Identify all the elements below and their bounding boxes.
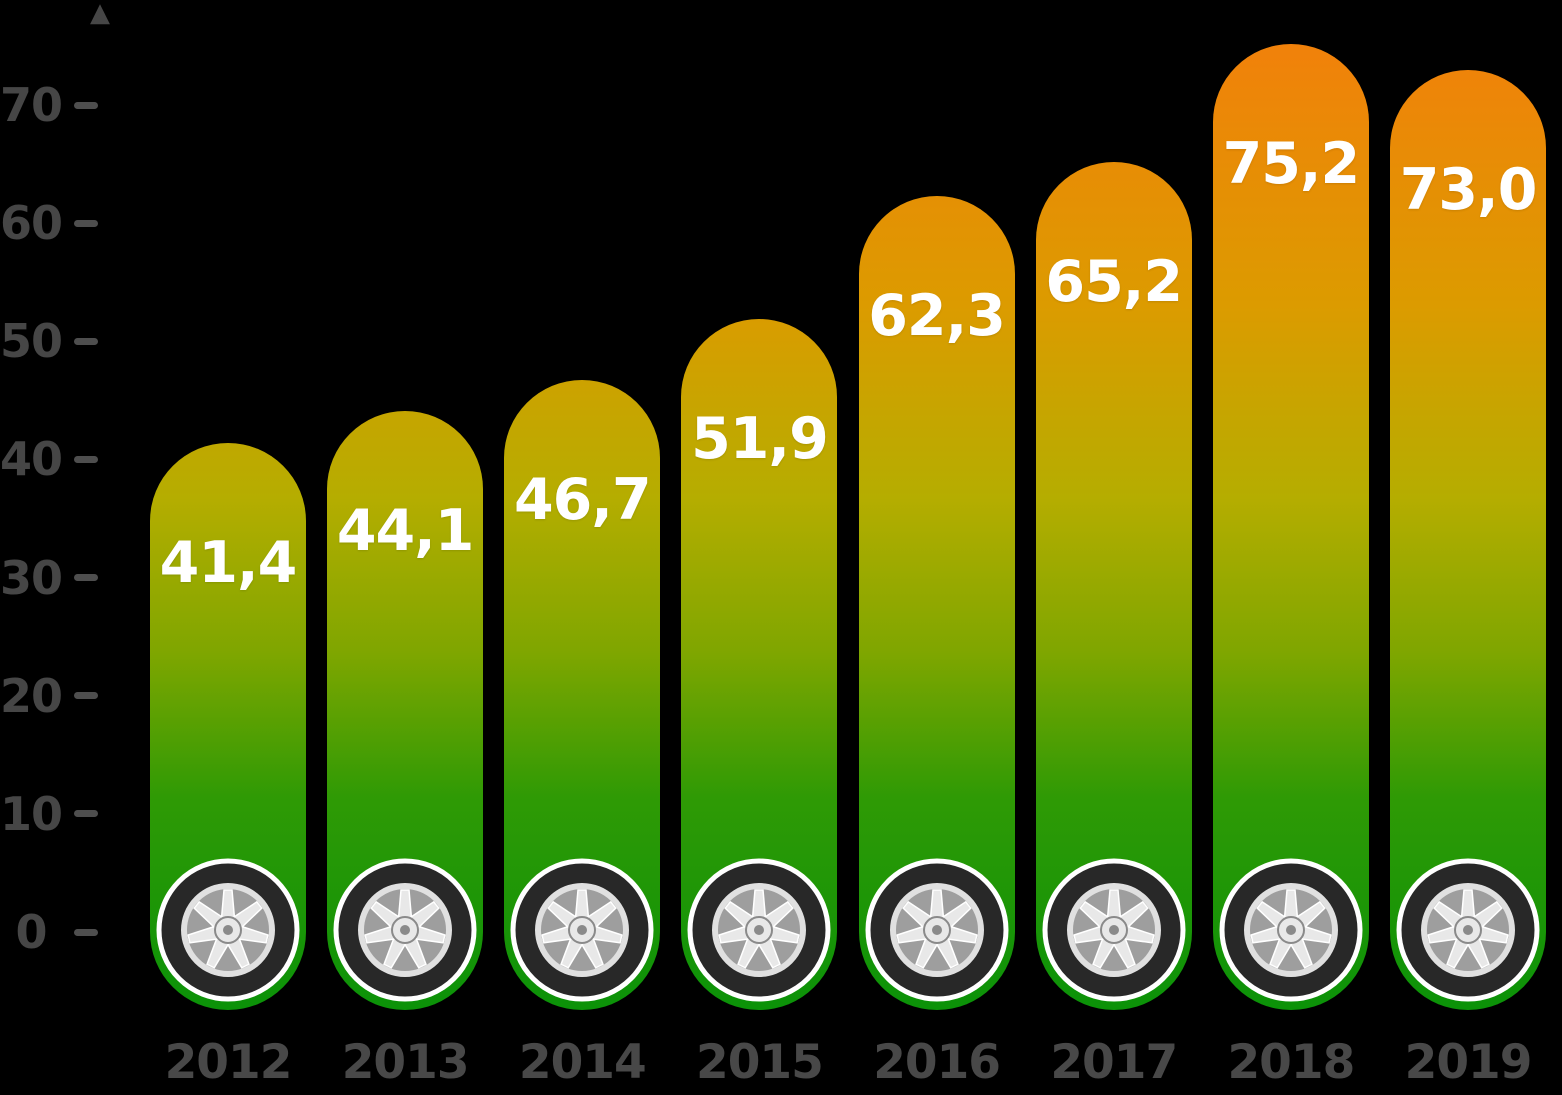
bar-gradient-fill <box>1390 69 1547 1010</box>
x-axis-year-label: 2016 <box>873 1035 1001 1090</box>
tire-wheel-icon <box>333 858 477 1002</box>
x-axis-year-label: 2013 <box>341 1035 470 1090</box>
tire-wheel-icon <box>510 858 654 1002</box>
y-tick-label: 50 <box>0 314 63 369</box>
x-axis-year-label: 2015 <box>696 1035 824 1090</box>
y-tick-dash <box>74 337 98 345</box>
bar-value-label: 44,1 <box>336 497 475 564</box>
bar-wheel <box>330 855 480 1009</box>
y-tick-label: 40 <box>0 432 63 487</box>
y-tick-label: 30 <box>0 550 63 605</box>
y-tick-dash <box>74 574 98 582</box>
bar-value-label: 75,2 <box>1222 130 1361 197</box>
tire-wheel-icon <box>1219 858 1363 1002</box>
y-axis-arrow-icon: ▲ <box>90 0 110 28</box>
bar-2013: 44,1 <box>327 410 484 1010</box>
y-tick-label: 60 <box>0 196 63 251</box>
bar-value-label: 62,3 <box>868 282 1006 349</box>
bar-value-label: 73,0 <box>1399 156 1538 223</box>
y-tick-label: 70 <box>0 78 63 132</box>
x-axis-year-label: 2018 <box>1227 1035 1355 1090</box>
tire-wheel-icon <box>156 858 300 1002</box>
y-tick-label: 0 <box>15 905 47 959</box>
y-tick-label: 10 <box>0 786 63 841</box>
tire-wheel-icon <box>1042 858 1186 1002</box>
bar-value-label: 65,2 <box>1045 248 1183 315</box>
x-axis-year-label: 2017 <box>1050 1035 1178 1090</box>
bar-value-label: 46,7 <box>513 467 652 534</box>
y-tick-dash <box>74 455 98 463</box>
bar-2012: 41,4 <box>150 442 306 1010</box>
y-tick-dash <box>74 810 98 818</box>
bar-wheel <box>1216 855 1366 1009</box>
x-axis-year-label: 2014 <box>518 1035 647 1090</box>
y-tick-dash <box>74 219 98 227</box>
x-axis-year-label: 2019 <box>1404 1035 1533 1090</box>
y-tick-dash <box>74 692 98 700</box>
y-tick-dash <box>74 101 98 109</box>
bar-gradient-fill <box>1212 43 1369 1010</box>
bar-wheel <box>862 855 1012 1009</box>
y-tick-label: 20 <box>0 668 63 723</box>
bar-value-label: 41,4 <box>159 529 298 596</box>
tire-wheel-icon <box>687 858 831 1002</box>
bar-2017: 65,2 <box>1035 161 1192 1010</box>
bar-2019: 73,0 <box>1390 69 1547 1010</box>
bar-wheel <box>1393 855 1543 1009</box>
tire-wheel-icon <box>1396 858 1540 1002</box>
tire-wheel-icon <box>865 858 1009 1002</box>
bar-2015: 51,9 <box>681 318 838 1010</box>
bar-2018: 75,2 <box>1212 43 1369 1010</box>
bar-2016: 62,3 <box>858 195 1015 1010</box>
bar-wheel <box>153 855 303 1009</box>
bar-wheel <box>507 855 657 1009</box>
bar-wheel <box>684 855 834 1009</box>
y-tick-dash <box>74 928 98 936</box>
bar-value-label: 51,9 <box>691 405 829 472</box>
bar-wheel <box>1039 855 1189 1009</box>
x-axis-year-label: 2012 <box>164 1035 293 1090</box>
bar-2014: 46,7 <box>504 380 661 1010</box>
